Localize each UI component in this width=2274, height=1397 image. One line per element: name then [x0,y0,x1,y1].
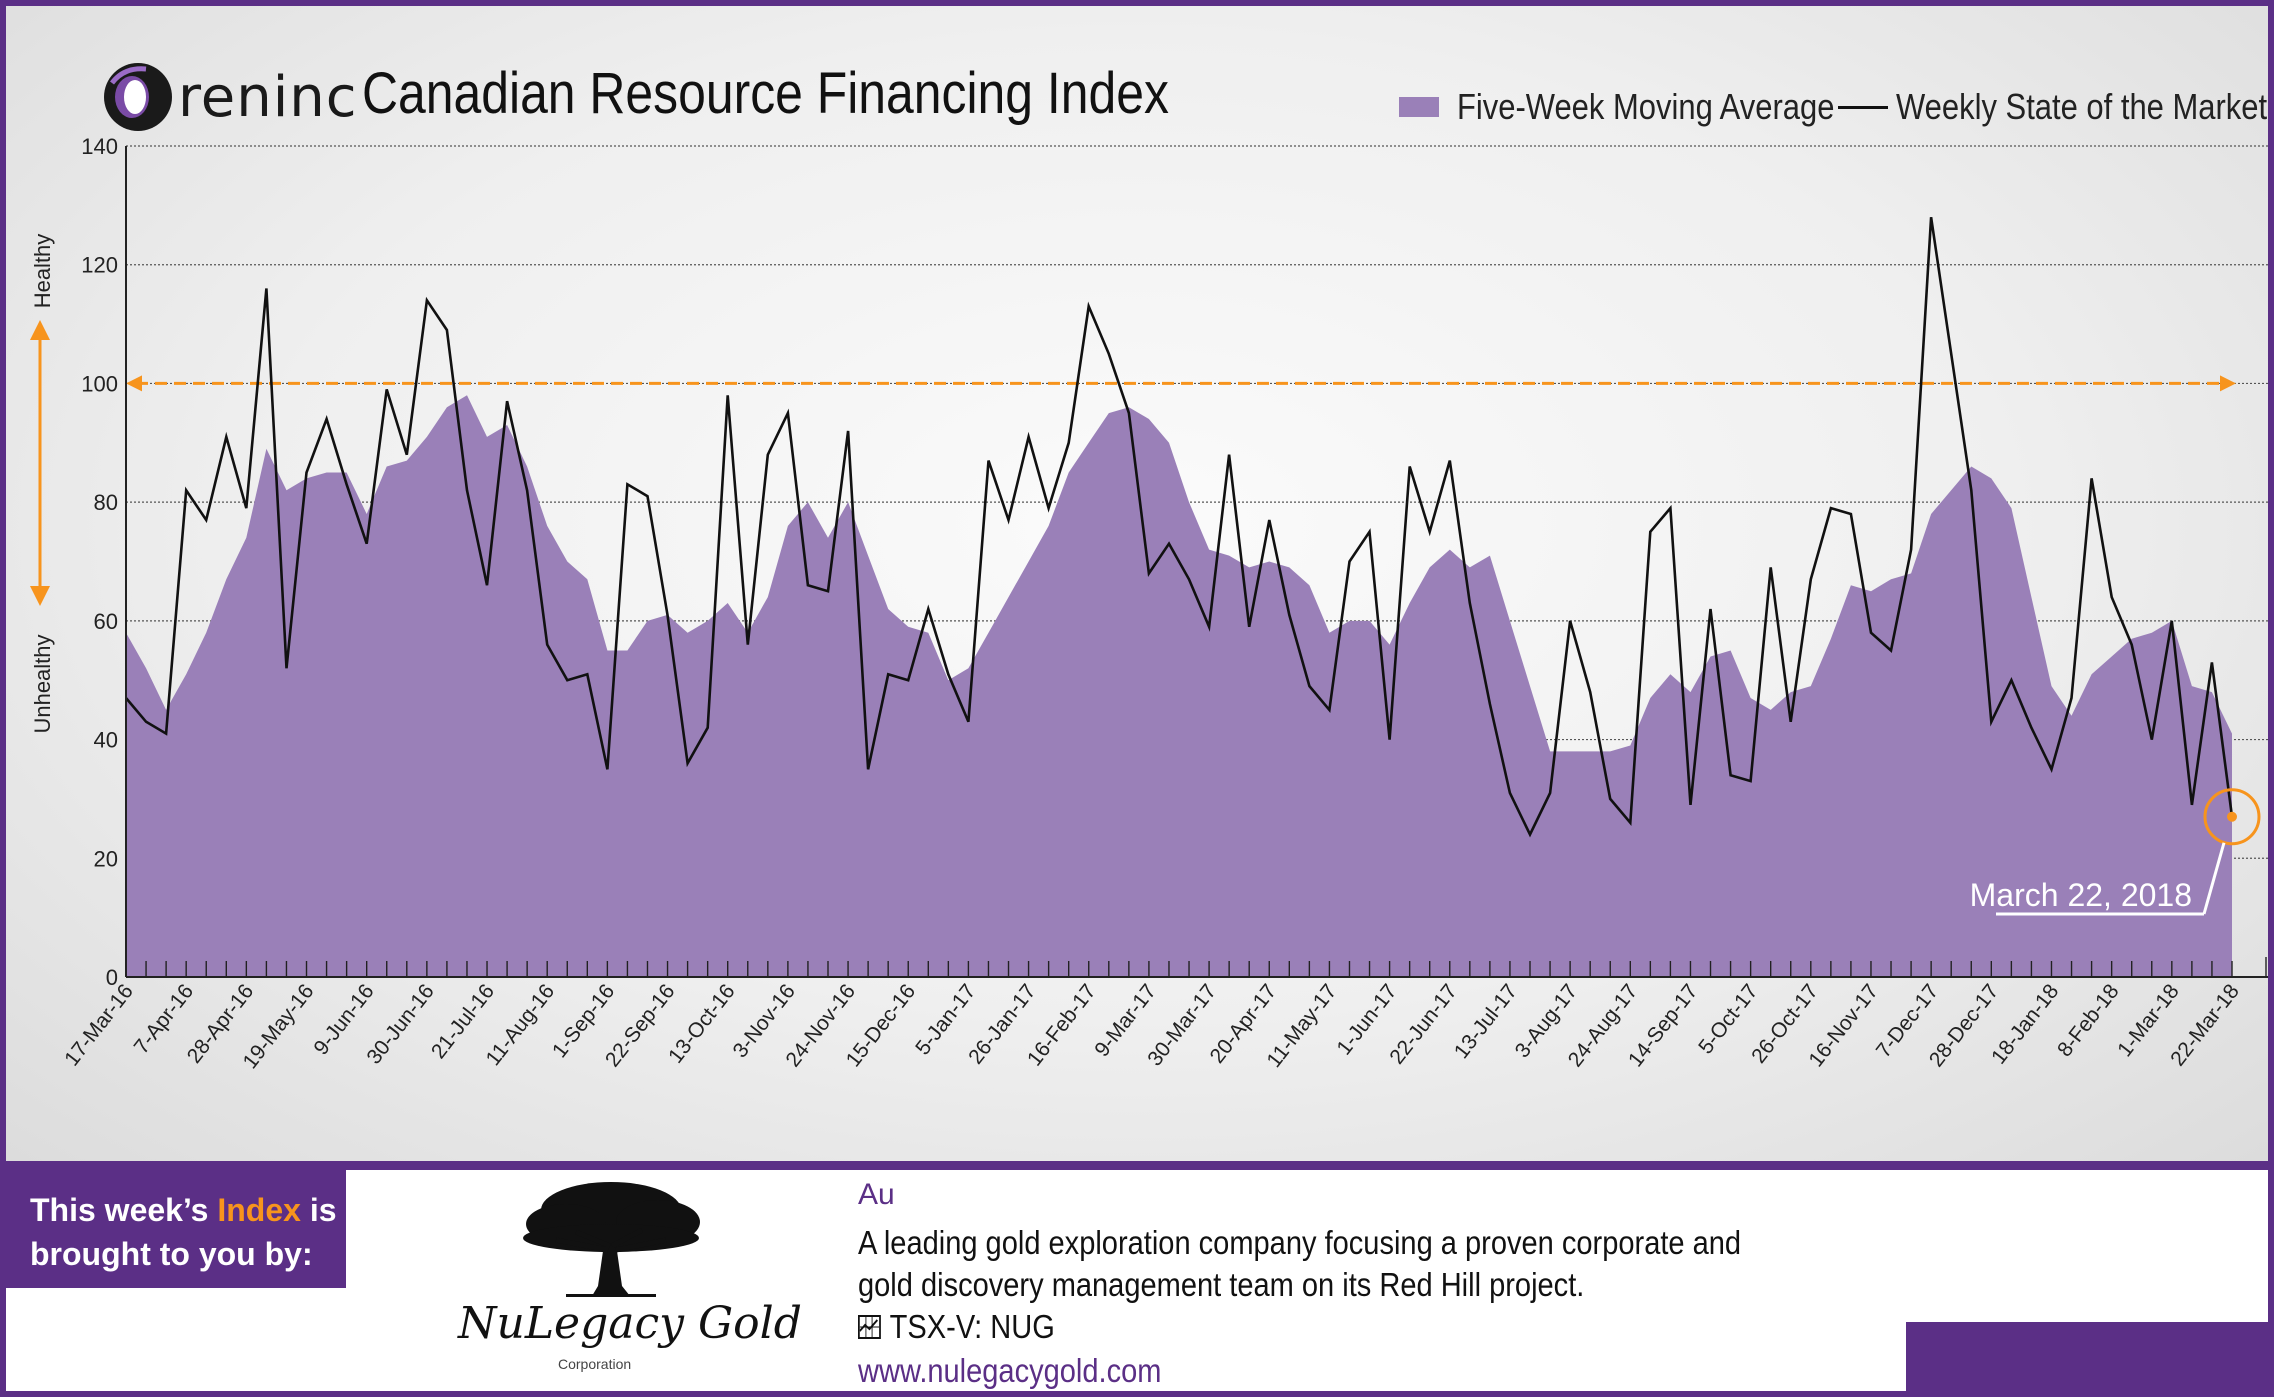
moving-average-area [126,395,2232,977]
oreninc-logo: reninc [102,52,358,142]
company-sub: Corporation [558,1356,632,1372]
stock-chart-icon [858,1315,881,1339]
sponsor-tag-prefix: This week’s [30,1192,218,1228]
y-tick-label: 100 [81,371,118,396]
sponsor-description-2: gold discovery management team on its Re… [858,1266,1585,1303]
legend-area-swatch [1399,97,1439,117]
corner-block [1906,1322,2268,1391]
side-label-healthy: Healthy [30,234,55,309]
side-label-unhealthy: Unhealthy [30,634,55,733]
y-tick-label: 0 [106,965,118,990]
y-tick-label: 80 [94,490,118,515]
legend-moving-average-label: Five-Week Moving Average [1457,86,1835,127]
threshold-right-arrow [2220,375,2236,392]
annotation-leader [2202,842,2226,915]
legend-weekly-label: Weekly State of the Market [1896,86,2268,127]
legend-moving-average: Five-Week Moving Average [1399,86,1896,128]
sponsor-symbol: Au [858,1178,895,1211]
sponsor-tag-line2: brought to you by: [30,1236,313,1272]
sponsor-tag-suffix: is [300,1192,337,1228]
chart-area: 0 20 40 60 80 100 120 140 17-Mar-16 7-Apr-16 28-A… [6,6,2268,1161]
y-tick-label: 40 [94,728,118,753]
company-wordmark: NuLegacy Gold [458,1298,802,1349]
y-tick-label: 60 [94,609,118,634]
oreninc-o-icon [104,63,172,131]
sponsor-description-1: A leading gold exploration company focus… [858,1224,1742,1261]
divider-bar [6,1161,2268,1170]
logo-text: reninc [178,64,358,130]
sponsor-tag: This week’s Index is brought to you by: [6,1170,346,1288]
x-tick-label: 8-Feb-18 [2053,980,2124,1061]
legend-line-swatch [1838,105,1888,109]
health-arrow-up [30,320,50,340]
health-arrow-down [30,586,50,606]
annotation-circle [2203,788,2261,846]
chart-title: Canadian Resource Financing Index [362,61,1169,126]
tree-logo-icon [523,1182,700,1297]
x-tick-label: 17-Mar-16 [60,980,138,1070]
sponsor-tag-highlight: Index [217,1192,301,1228]
legend-weekly: Weekly State of the Market [1838,86,2268,128]
y-tick-label: 140 [81,134,118,159]
annotation-label: March 22, 2018 [1970,877,2192,913]
sponsor-url-link[interactable]: www.nulegacygold.com [858,1352,1162,1389]
weekly-market-line [125,217,2234,838]
y-tick-label: 20 [94,846,118,871]
x-tick-label: 13-Jul-17 [1450,980,1522,1063]
y-tick-label: 120 [81,253,118,278]
threshold-left-arrow [126,375,142,392]
sponsor-ticker: TSX-V: NUG [858,1308,1055,1346]
annotation-dot [2227,811,2237,822]
sponsor-ticker-text: TSX-V: NUG [889,1308,1055,1345]
